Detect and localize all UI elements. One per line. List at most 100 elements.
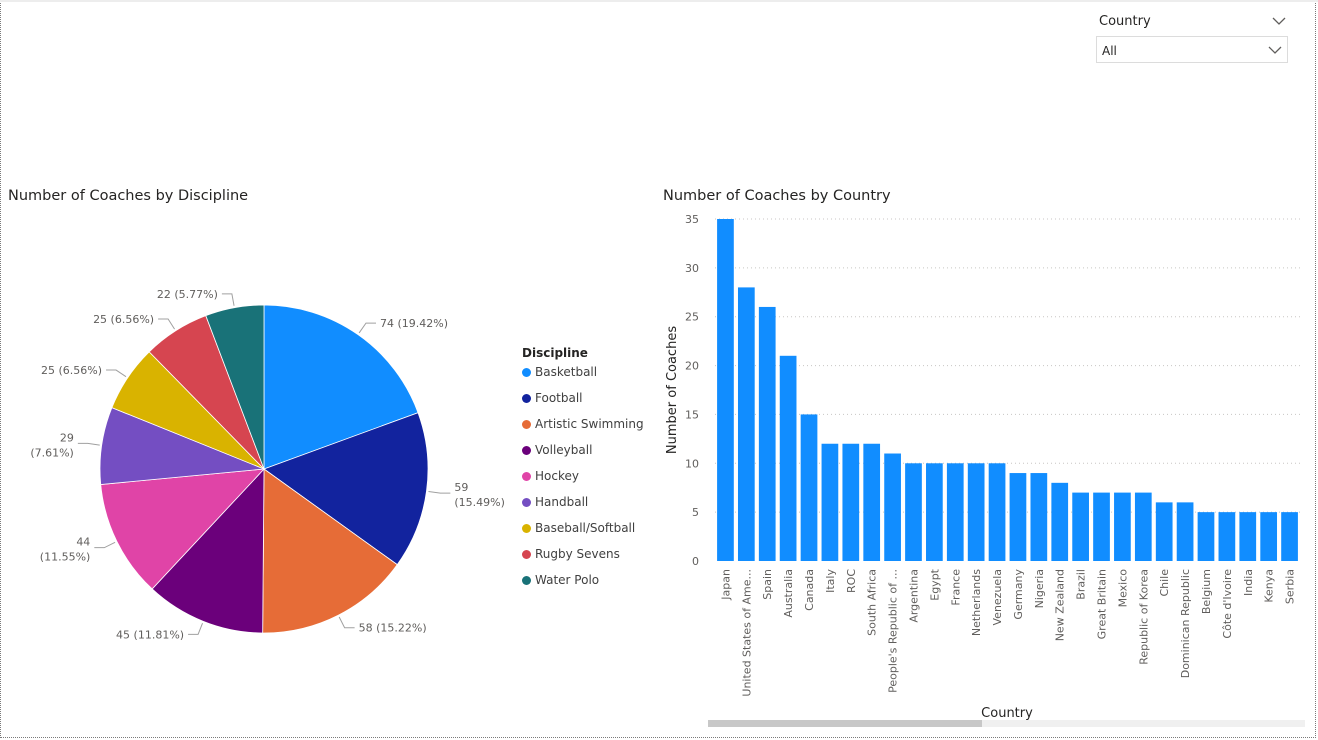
- pie-leader-line: [106, 369, 127, 378]
- bar-people-s-republic-of[interactable]: [884, 453, 901, 561]
- x-tick-label: Nigeria: [1033, 569, 1046, 608]
- x-tick-label: Belgium: [1200, 569, 1213, 614]
- x-tick-label: Argentina: [907, 569, 920, 623]
- bar-dominican-republic[interactable]: [1176, 502, 1194, 561]
- x-tick-label: Côte d'Ivoire: [1221, 569, 1234, 639]
- pie-slice-football[interactable]: [263, 412, 429, 566]
- bar-canada[interactable]: [800, 414, 818, 561]
- bar-india[interactable]: [1239, 512, 1257, 561]
- pie-data-label: 44 (11.55%): [40, 536, 91, 564]
- x-tick-label: New Zealand: [1054, 569, 1067, 641]
- x-tick-label: Venezuela: [991, 569, 1004, 626]
- legend-item-artistic-swimming[interactable]: Artistic Swimming: [522, 416, 644, 442]
- pie-data-label: 29 (7.61%): [30, 431, 74, 459]
- bar-brazil[interactable]: [1072, 492, 1089, 561]
- bar-venezuela[interactable]: [988, 463, 1006, 561]
- x-tick-label: Chile: [1158, 569, 1171, 597]
- legend-label: Hockey: [535, 469, 579, 483]
- x-tick-label: Japan: [719, 569, 732, 601]
- legend-marker: [522, 524, 531, 533]
- country-slicer[interactable]: Country All: [1096, 8, 1290, 66]
- pie-data-label: 25 (6.56%): [93, 313, 154, 326]
- legend-item-hockey[interactable]: Hockey: [522, 468, 644, 494]
- slicer-header[interactable]: Country: [1099, 12, 1289, 32]
- slicer-dropdown[interactable]: All: [1096, 36, 1288, 63]
- slicer-title: Country: [1099, 14, 1151, 29]
- pie-leader-line: [77, 442, 100, 446]
- horizontal-scrollbar[interactable]: [708, 720, 1305, 727]
- chevron-down-icon[interactable]: [1271, 14, 1287, 28]
- bar-new-zealand[interactable]: [1051, 482, 1069, 561]
- bar-nigeria[interactable]: [1030, 473, 1048, 561]
- legend-item-handball[interactable]: Handball: [522, 494, 644, 520]
- bar-egypt[interactable]: [926, 463, 943, 561]
- bar-chart-visual[interactable]: Number of Coaches by Country 0 5 10 15 20 25 3…: [655, 180, 1310, 730]
- x-tick-label: Germany: [1012, 569, 1025, 620]
- chevron-down-icon[interactable]: [1267, 43, 1283, 57]
- bar-italy[interactable]: [821, 443, 839, 561]
- bar-serbia[interactable]: [1281, 512, 1298, 561]
- y-tick-label: 15: [685, 408, 699, 421]
- pie-data-label: 45 (11.81%): [116, 628, 184, 641]
- bar-united-states-of-ame[interactable]: [737, 287, 755, 561]
- legend-label: Volleyball: [535, 443, 593, 457]
- bar-chile[interactable]: [1155, 502, 1173, 561]
- x-tick-label: France: [949, 569, 962, 606]
- y-tick-label: 5: [692, 506, 699, 519]
- legend-marker: [522, 420, 531, 429]
- pie-leader-line: [221, 293, 235, 306]
- pie-slice-volleyball[interactable]: [151, 467, 265, 634]
- bar-netherlands[interactable]: [967, 463, 985, 561]
- bar-mexico[interactable]: [1114, 492, 1131, 561]
- legend-item-basketball[interactable]: Basketball: [522, 364, 644, 390]
- pie-data-label: 74 (19.42%): [380, 317, 448, 330]
- pie-slice-artistic-swimming[interactable]: [262, 468, 398, 634]
- slicer-selected-value: All: [1102, 44, 1117, 58]
- pie-slice-water-polo[interactable]: [205, 304, 265, 470]
- bar-c-te-d-ivoire[interactable]: [1218, 512, 1236, 561]
- x-tick-label: Serbia: [1284, 569, 1297, 604]
- bar-great-britain[interactable]: [1093, 492, 1110, 561]
- legend-title: Discipline: [522, 346, 588, 360]
- bar-kenya[interactable]: [1260, 512, 1278, 561]
- x-tick-label: Netherlands: [970, 569, 983, 636]
- pie-data-label: 59 (15.49%): [454, 481, 505, 509]
- legend-label: Football: [535, 391, 583, 405]
- pie-slice-hockey[interactable]: [100, 468, 266, 590]
- pie-legend: Discipline Basketball Football Artistic Sw…: [522, 346, 644, 598]
- x-axis-title: Country: [981, 706, 1033, 720]
- pie-slice-basketball[interactable]: [263, 304, 419, 470]
- legend-item-football[interactable]: Football: [522, 390, 644, 416]
- bar-argentina[interactable]: [905, 463, 922, 561]
- legend-label: Rugby Sevens: [535, 547, 620, 561]
- legend-marker: [522, 446, 531, 455]
- scrollbar-thumb[interactable]: [708, 720, 982, 727]
- pie-chart[interactable]: 74 (19.42%) 59 (15.49%) 58 (15.22%) 45 (11.8…: [0, 180, 650, 730]
- x-tick-label: Republic of Korea: [1137, 569, 1150, 665]
- bar-spain[interactable]: [758, 306, 776, 561]
- legend-item-baseball-softball[interactable]: Baseball/Softball: [522, 520, 644, 546]
- legend-label: Basketball: [535, 365, 598, 379]
- bar-south-africa[interactable]: [863, 443, 881, 561]
- bar-republic-of-korea[interactable]: [1134, 492, 1152, 561]
- bar-chart[interactable]: 0 5 10 15 20 25 30 35 Number of Coaches Japan Unit…: [655, 180, 1310, 720]
- bar-australia[interactable]: [779, 355, 797, 561]
- legend-marker: [522, 368, 531, 377]
- y-tick-label: 0: [692, 555, 699, 568]
- pie-chart-visual[interactable]: Number of Coaches by Discipline 74 (19.4…: [0, 180, 650, 730]
- bar-japan[interactable]: [717, 219, 734, 561]
- y-tick-label: 35: [685, 213, 699, 226]
- legend-item-rugby-sevens[interactable]: Rugby Sevens: [522, 546, 644, 572]
- y-tick-label: 20: [685, 360, 699, 373]
- legend-item-water-polo[interactable]: Water Polo: [522, 572, 644, 598]
- pie-data-label: 58 (15.22%): [359, 622, 427, 635]
- bar-germany[interactable]: [1009, 473, 1027, 561]
- pie-leader-line: [158, 318, 175, 330]
- bar-belgium[interactable]: [1197, 512, 1215, 561]
- legend-item-volleyball[interactable]: Volleyball: [522, 442, 644, 468]
- bar-france[interactable]: [946, 463, 964, 561]
- x-tick-label: United States of Ame...: [740, 569, 753, 697]
- bar-roc[interactable]: [842, 443, 860, 561]
- x-tick-label: Great Britain: [1096, 569, 1109, 639]
- legend-label: Water Polo: [535, 573, 600, 587]
